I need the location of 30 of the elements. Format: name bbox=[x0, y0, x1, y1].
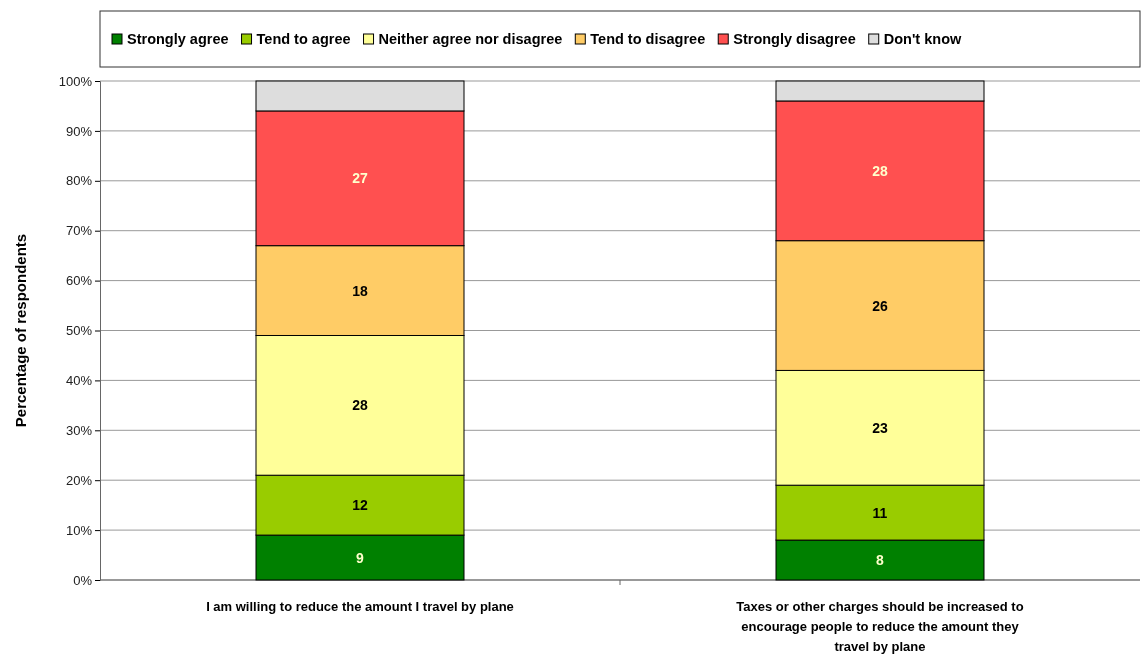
data-label: 23 bbox=[872, 419, 888, 436]
legend-label: Strongly disagree bbox=[733, 31, 856, 47]
data-label: 26 bbox=[872, 297, 888, 314]
x-tick-label: Taxes or other charges should be increased to encourage people to reduce the amount they travel by plane bbox=[736, 599, 1024, 654]
legend-label: Neither agree nor disagree bbox=[378, 31, 563, 47]
data-label: 11 bbox=[872, 504, 888, 521]
y-tick-label: 0% bbox=[73, 572, 93, 588]
legend-label: Strongly agree bbox=[127, 31, 229, 47]
y-tick-label: 70% bbox=[65, 223, 93, 239]
y-tick-label: 60% bbox=[65, 273, 93, 289]
legend-label: Tend to disagree bbox=[590, 31, 706, 47]
legend-label: Don't know bbox=[883, 31, 962, 47]
data-label: 28 bbox=[872, 162, 888, 179]
y-axis-title: Percentage of respondents bbox=[12, 233, 29, 428]
data-label: 28 bbox=[352, 397, 368, 414]
y-tick-label: 100% bbox=[58, 73, 93, 89]
data-label: 9 bbox=[356, 549, 365, 566]
y-tick-label: 80% bbox=[65, 173, 93, 189]
y-tick-label: 10% bbox=[65, 522, 93, 538]
data-label: 27 bbox=[352, 170, 368, 187]
data-label: 12 bbox=[352, 497, 368, 514]
y-tick-label: 90% bbox=[65, 123, 93, 139]
x-tick-label: I am willing to reduce the amount I travel by plane bbox=[206, 599, 514, 614]
data-label: 18 bbox=[352, 282, 368, 299]
data-label: 8 bbox=[876, 552, 885, 569]
y-tick-label: 30% bbox=[65, 422, 93, 438]
y-tick-label: 50% bbox=[65, 323, 93, 339]
y-tick-label: 40% bbox=[65, 373, 93, 389]
y-tick-label: 20% bbox=[65, 472, 93, 488]
legend-label: Tend to agree bbox=[256, 31, 351, 47]
